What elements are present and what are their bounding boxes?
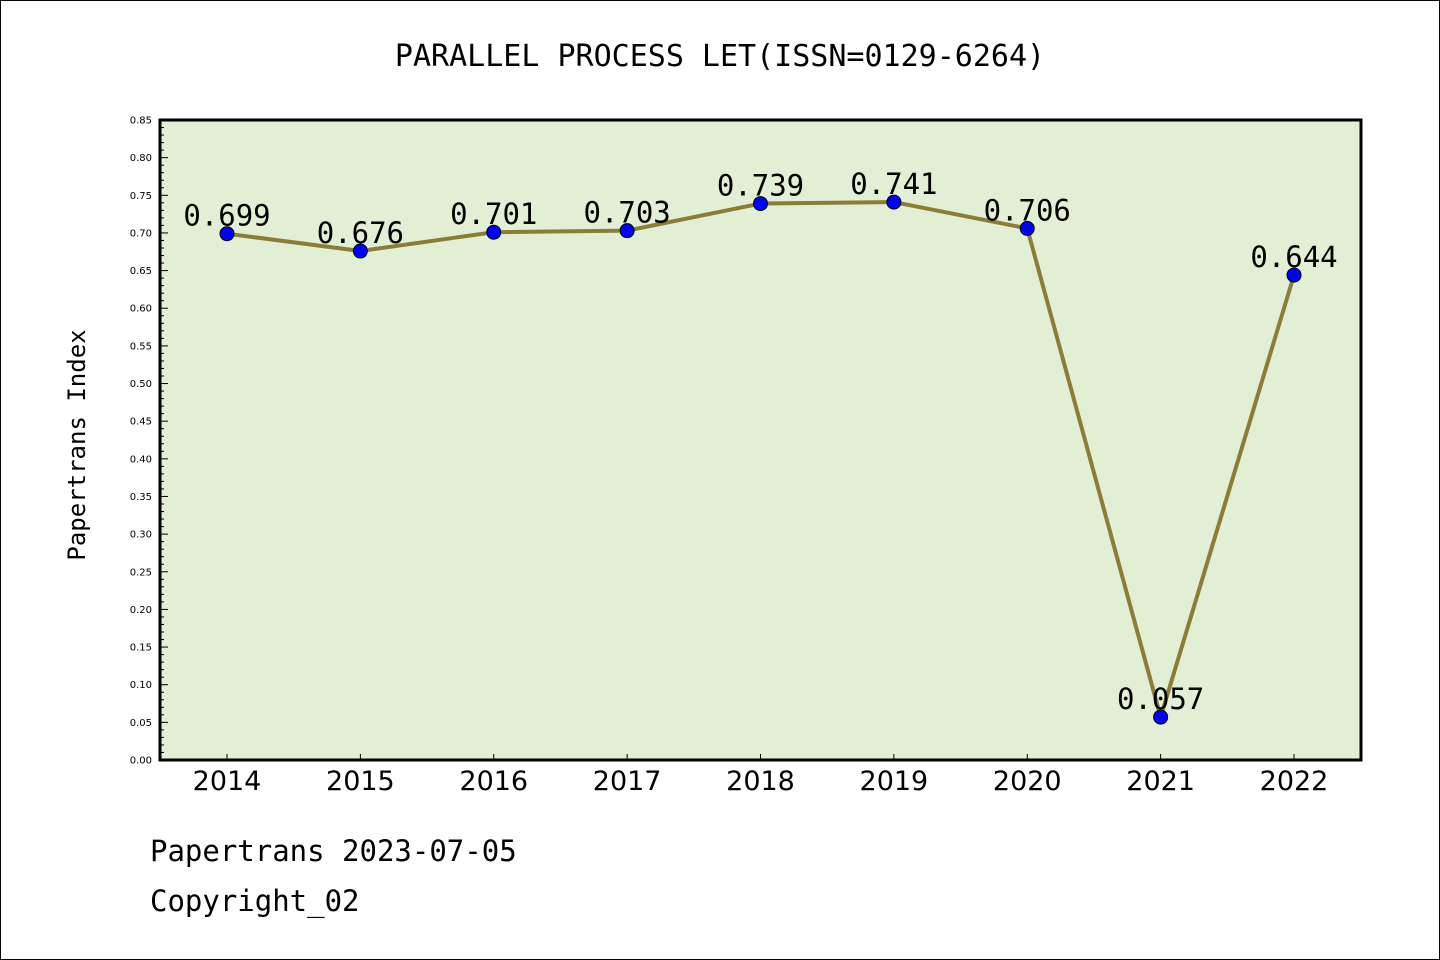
data-label: 0.676 (317, 216, 404, 250)
data-label: 0.703 (583, 196, 670, 230)
data-point-marker (619, 223, 635, 239)
data-label: 0.739 (717, 169, 804, 203)
x-tick-label: 2018 (726, 766, 795, 797)
data-point-marker (886, 194, 902, 210)
data-point-marker (1153, 709, 1169, 725)
data-point-marker (1019, 220, 1035, 236)
data-point-marker (486, 224, 502, 240)
plot-border (158, 118, 1363, 762)
x-tick-label: 2017 (593, 766, 662, 797)
x-tick-label: 2014 (193, 766, 262, 797)
y-tick-label: 0.65 (130, 266, 152, 277)
y-tick-label: 0.55 (130, 341, 152, 352)
x-tick-label: 2019 (860, 766, 929, 797)
data-point-marker (753, 196, 768, 212)
footer-date-text: Papertrans 2023-07-05 (150, 834, 517, 868)
y-tick-label: 0.45 (130, 417, 152, 428)
data-label: 0.057 (1117, 682, 1204, 716)
y-tick-label: 0.00 (130, 756, 152, 767)
y-tick-label: 0.75 (130, 191, 152, 202)
footer-copyright-text: Copyright_02 (150, 884, 360, 918)
data-point-marker (1286, 267, 1302, 283)
x-tick-label: 2015 (326, 766, 395, 797)
y-tick-label: 0.30 (130, 530, 152, 541)
x-tick-label: 2020 (993, 766, 1062, 797)
data-label: 0.706 (984, 193, 1071, 227)
y-tick-label: 0.40 (130, 454, 152, 465)
data-point-marker (219, 226, 235, 242)
y-axis-label: Papertrans Index (63, 329, 91, 560)
y-tick-label: 0.05 (130, 718, 152, 729)
data-label: 0.699 (183, 199, 270, 233)
x-tick-label: 2016 (459, 766, 528, 797)
y-tick-label: 0.70 (130, 228, 152, 239)
y-tick-label: 0.15 (130, 643, 152, 654)
y-tick-label: 0.25 (130, 567, 152, 578)
data-label: 0.741 (850, 167, 937, 201)
plot-area (160, 120, 1361, 760)
y-tick-label: 0.80 (130, 153, 152, 164)
data-label: 0.701 (450, 197, 537, 231)
y-tick-label: 0.10 (130, 680, 152, 691)
data-point-marker (352, 243, 368, 259)
x-tick-label: 2021 (1126, 766, 1195, 797)
x-tick-label: 2022 (1260, 766, 1329, 797)
data-label: 0.644 (1250, 240, 1337, 274)
y-tick-label: 0.85 (130, 116, 152, 127)
y-tick-label: 0.50 (130, 379, 152, 390)
chart-title: PARALLEL PROCESS LET(ISSN=0129-6264) (395, 39, 1045, 74)
y-tick-label: 0.60 (130, 304, 152, 315)
y-tick-label: 0.20 (130, 605, 152, 616)
y-tick-label: 0.35 (130, 492, 152, 503)
